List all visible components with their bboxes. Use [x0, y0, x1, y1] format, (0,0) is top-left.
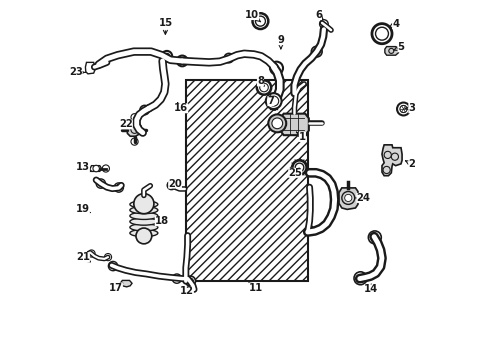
Text: 9: 9: [277, 35, 284, 49]
Text: 5: 5: [394, 42, 405, 52]
Circle shape: [342, 192, 355, 204]
Ellipse shape: [130, 207, 158, 214]
Text: 3: 3: [405, 103, 415, 113]
Text: 15: 15: [158, 18, 172, 34]
Text: 7: 7: [268, 96, 274, 106]
Ellipse shape: [130, 201, 158, 208]
Bar: [186, 80, 308, 281]
Ellipse shape: [130, 212, 158, 220]
Circle shape: [186, 276, 196, 286]
Text: 6: 6: [315, 10, 323, 20]
Circle shape: [257, 80, 271, 95]
Circle shape: [131, 138, 138, 145]
Text: 10: 10: [245, 10, 261, 22]
Text: 11: 11: [248, 283, 263, 293]
Circle shape: [96, 179, 105, 188]
Circle shape: [188, 278, 194, 284]
Circle shape: [266, 93, 282, 109]
Text: 22: 22: [119, 120, 133, 130]
Circle shape: [375, 27, 389, 40]
Circle shape: [397, 103, 410, 116]
Circle shape: [392, 153, 398, 160]
Text: 4: 4: [389, 19, 399, 29]
Text: 13: 13: [76, 162, 91, 172]
Text: 24: 24: [356, 193, 370, 203]
Circle shape: [311, 46, 322, 57]
Circle shape: [384, 151, 392, 158]
Text: 18: 18: [155, 216, 169, 226]
Ellipse shape: [130, 229, 158, 237]
Circle shape: [179, 58, 185, 64]
Text: 21: 21: [76, 252, 91, 262]
Circle shape: [270, 62, 283, 75]
Circle shape: [177, 55, 188, 66]
Polygon shape: [120, 280, 132, 287]
Text: 23: 23: [69, 67, 85, 77]
Circle shape: [305, 226, 314, 235]
Circle shape: [167, 181, 176, 190]
Circle shape: [102, 165, 109, 172]
Circle shape: [319, 20, 328, 28]
Ellipse shape: [130, 218, 158, 225]
Ellipse shape: [130, 224, 158, 231]
Circle shape: [295, 163, 304, 172]
Circle shape: [224, 53, 234, 63]
Circle shape: [260, 83, 269, 92]
Circle shape: [400, 105, 407, 113]
Circle shape: [269, 114, 286, 132]
Circle shape: [269, 96, 279, 106]
Circle shape: [383, 166, 390, 174]
Text: 1: 1: [296, 132, 306, 142]
Circle shape: [164, 53, 170, 59]
Text: 14: 14: [364, 284, 378, 294]
Circle shape: [136, 228, 152, 244]
Text: 25: 25: [288, 168, 302, 178]
Circle shape: [368, 231, 381, 244]
Circle shape: [88, 250, 95, 257]
Circle shape: [172, 274, 181, 283]
Circle shape: [104, 253, 112, 261]
Text: 2: 2: [406, 159, 415, 169]
Polygon shape: [127, 123, 141, 136]
Circle shape: [293, 160, 307, 175]
Polygon shape: [90, 166, 101, 171]
Polygon shape: [385, 46, 398, 55]
Circle shape: [114, 183, 123, 192]
Circle shape: [140, 105, 149, 115]
Circle shape: [354, 272, 367, 285]
Circle shape: [226, 55, 231, 60]
Circle shape: [252, 13, 269, 29]
Text: 17: 17: [109, 283, 123, 293]
Circle shape: [161, 51, 172, 62]
Circle shape: [344, 194, 352, 202]
Polygon shape: [280, 114, 309, 135]
Text: 12: 12: [180, 286, 194, 296]
Text: 19: 19: [76, 204, 90, 214]
Circle shape: [372, 24, 392, 44]
Text: 16: 16: [174, 103, 188, 113]
Circle shape: [134, 194, 154, 214]
Text: 8: 8: [257, 76, 264, 86]
Circle shape: [272, 118, 283, 129]
Polygon shape: [382, 145, 402, 176]
Circle shape: [255, 16, 266, 26]
Polygon shape: [85, 62, 95, 74]
Circle shape: [93, 165, 99, 172]
Circle shape: [108, 261, 118, 271]
Circle shape: [131, 126, 138, 134]
Circle shape: [389, 48, 394, 53]
Text: 20: 20: [168, 179, 182, 189]
Circle shape: [131, 114, 138, 121]
Polygon shape: [339, 188, 358, 210]
